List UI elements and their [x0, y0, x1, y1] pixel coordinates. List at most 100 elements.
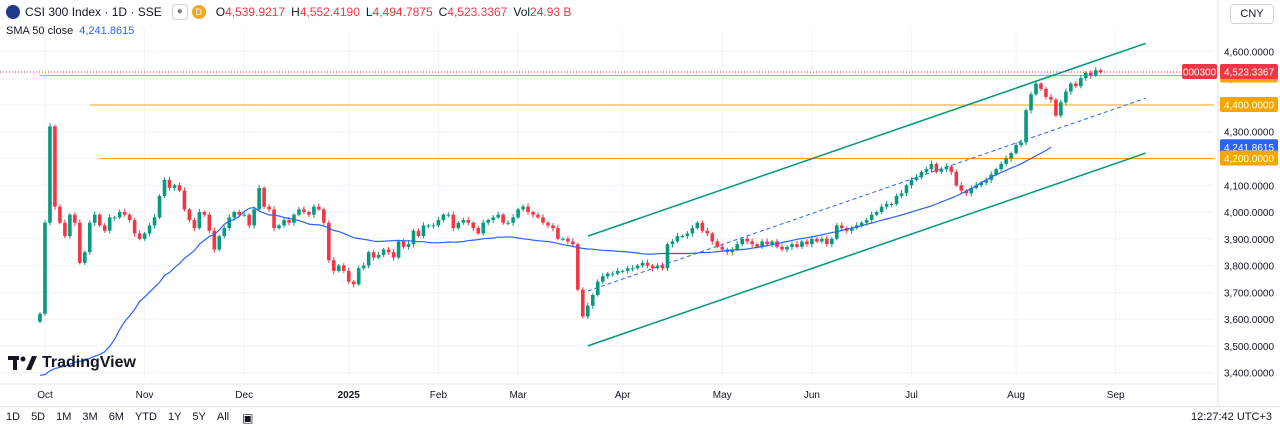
candle-body: [586, 305, 590, 317]
candle-body: [825, 238, 829, 245]
candle-body: [1029, 94, 1033, 111]
clock[interactable]: 12:27:42 UTC+3: [1190, 411, 1272, 423]
candle-body: [1064, 91, 1068, 103]
legend-sma: SMA 50 close 4,241.8615: [6, 24, 134, 38]
candle-body: [730, 249, 735, 253]
calendar-goto-icon[interactable]: ▣: [242, 411, 254, 425]
range-5d-button[interactable]: 5D: [31, 411, 46, 423]
candle-body: [1034, 83, 1038, 95]
candle-body: [302, 209, 306, 213]
candle-body: [800, 241, 804, 247]
candle-body: [426, 225, 431, 227]
candle-body: [864, 220, 869, 223]
candle-body: [456, 222, 461, 229]
bottom-toolbar: 1D 5D 1M 3M 6M YTD 1Y 5Y All ▣ 12:27:42 …: [0, 406, 1280, 430]
candle-body: [551, 225, 555, 229]
candle-body: [197, 212, 202, 229]
candle-body: [610, 273, 615, 275]
candle-body: [605, 273, 610, 277]
range-5y-button[interactable]: 5Y: [192, 411, 206, 423]
candle-body: [351, 281, 356, 285]
volume-label: Vol: [513, 5, 531, 19]
candle-body: [73, 214, 77, 223]
price-axis[interactable]: 3,400.0000 3,500.0000 3,600.0000 3,700.0000…: [1217, 0, 1274, 406]
close-value: 4,523.3367: [447, 5, 508, 19]
candle-body: [371, 252, 376, 258]
candle-body: [277, 225, 281, 229]
candle-body: [501, 214, 505, 223]
range-3m-button[interactable]: 3M: [82, 411, 98, 423]
candle-body: [1039, 83, 1043, 89]
range-all-button[interactable]: All: [216, 411, 230, 423]
volume-value: 24.93 B: [530, 5, 572, 19]
tradingview-logo-text: TradingView: [42, 354, 136, 371]
candle-body: [476, 228, 481, 234]
open-value: 4,539.9217: [225, 5, 286, 19]
candle-body: [720, 246, 725, 250]
current-price-tag-bg: [1220, 63, 1278, 79]
candle-body: [934, 163, 939, 172]
candle-body: [615, 270, 620, 274]
candle-body: [755, 244, 759, 247]
candle-body: [561, 238, 565, 240]
sma-tag: 4,241.8615: [1224, 143, 1274, 154]
y-tick-label: 3,900.0000: [1224, 235, 1274, 246]
range-ytd-button[interactable]: YTD: [134, 411, 157, 423]
candle-body: [944, 166, 949, 170]
candle-body: [257, 187, 261, 210]
candle-body: [282, 220, 286, 226]
candle-body: [1093, 70, 1098, 76]
candle-body: [521, 206, 525, 210]
range-6m-button[interactable]: 6M: [108, 411, 124, 423]
currency-button[interactable]: CNY: [1230, 4, 1274, 24]
tradingview-logo-icon: [8, 356, 37, 370]
candle-body: [431, 225, 436, 227]
range-1m-button[interactable]: 1M: [56, 411, 72, 423]
candle-body: [765, 241, 769, 245]
candle-body: [297, 209, 301, 215]
candle-body: [262, 187, 266, 207]
y-tick-label: 3,400.0000: [1224, 369, 1274, 380]
channel-mid-line: [587, 97, 1146, 292]
candle-body: [650, 265, 655, 269]
range-1d-button[interactable]: 1D: [6, 411, 21, 423]
candle-body: [1009, 153, 1013, 159]
candle-body: [466, 220, 471, 223]
candle-body: [516, 209, 520, 218]
x-tick-label: Dec: [235, 390, 253, 401]
sma-value: 4,241.8615: [79, 25, 135, 37]
candle-body: [147, 225, 152, 234]
candle-body: [994, 169, 998, 175]
candle-body: [914, 177, 919, 180]
candle-body: [949, 166, 954, 172]
legend-main: CSI 300 Index · 1D · SSE ● D O 4,539.921…: [6, 4, 577, 20]
symbol-tag-bg: [1182, 63, 1217, 79]
candle-body: [356, 268, 361, 285]
candle-body: [117, 212, 122, 218]
eye-icon[interactable]: ●: [171, 4, 188, 20]
candle-body: [511, 217, 515, 223]
y-tick-label: 3,500.0000: [1224, 342, 1274, 353]
candle-body: [795, 244, 799, 247]
candle-body: [810, 238, 814, 245]
x-tick-label: Nov: [136, 390, 154, 401]
candle-body: [217, 236, 222, 250]
candle-body: [984, 179, 988, 183]
time-axis[interactable]: Oct Nov Dec 2025 Feb Mar Apr May Jun Jul Aug Sep: [0, 383, 1218, 401]
candle-body: [127, 214, 132, 221]
candle-body: [58, 206, 62, 223]
sma-label[interactable]: SMA 50 close: [6, 25, 74, 37]
high-label: H: [291, 5, 300, 19]
dividend-icon[interactable]: D: [191, 5, 206, 19]
candle-body: [839, 225, 844, 229]
candle-body: [461, 220, 466, 223]
tradingview-logo[interactable]: TradingView: [8, 354, 136, 372]
channel-upper-line: [587, 42, 1146, 237]
symbol-title[interactable]: CSI 300 Index · 1D · SSE: [25, 5, 162, 19]
range-1y-button[interactable]: 1Y: [167, 411, 182, 423]
candle-body: [566, 238, 570, 242]
candle-body: [312, 206, 316, 215]
candle-body: [1024, 110, 1028, 143]
candle-body: [924, 169, 929, 172]
candle-body: [884, 204, 889, 207]
